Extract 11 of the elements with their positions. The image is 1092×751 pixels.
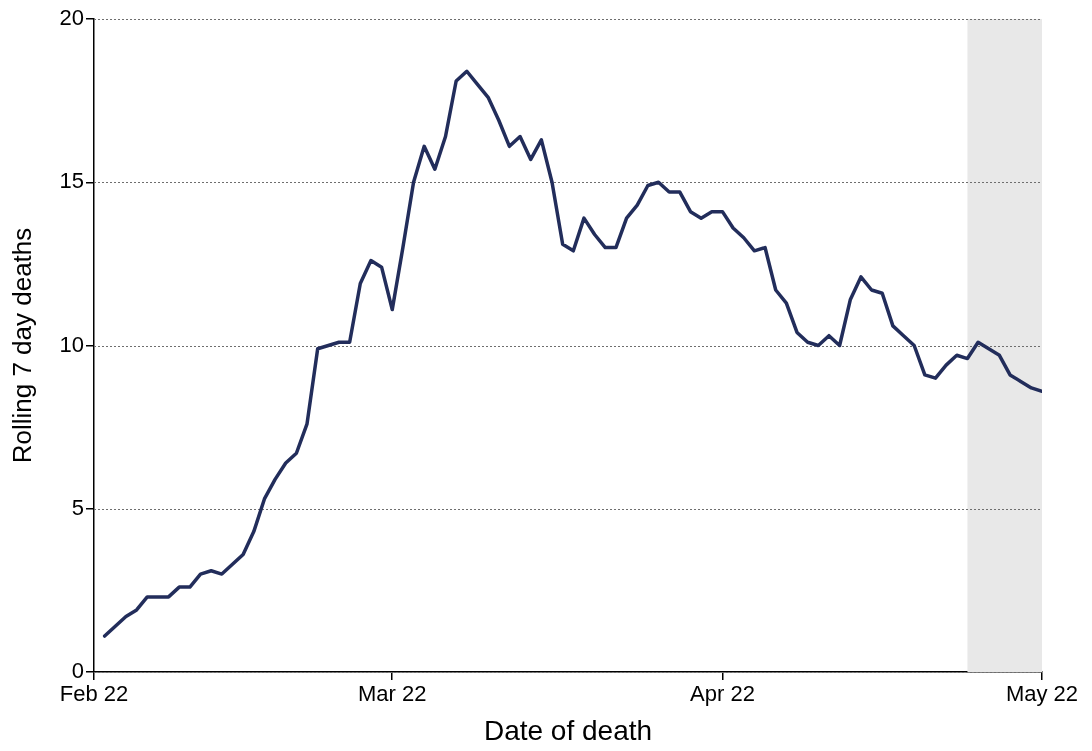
x-tick-label: Apr 22	[690, 681, 755, 707]
y-axis-title: Rolling 7 day deaths	[6, 227, 37, 464]
y-tick-label: 10	[59, 331, 84, 357]
x-tick-label: Mar 22	[358, 681, 427, 707]
y-tick-label: 0	[71, 658, 84, 684]
x-tick-label: Feb 22	[59, 681, 129, 707]
y-tick-label: 20	[59, 5, 84, 31]
y-tick-label: 15	[59, 168, 84, 194]
x-tick-label: May 22	[1005, 681, 1079, 707]
x-axis-title: Date of death	[483, 714, 653, 746]
y-tick-label: 5	[71, 494, 84, 520]
